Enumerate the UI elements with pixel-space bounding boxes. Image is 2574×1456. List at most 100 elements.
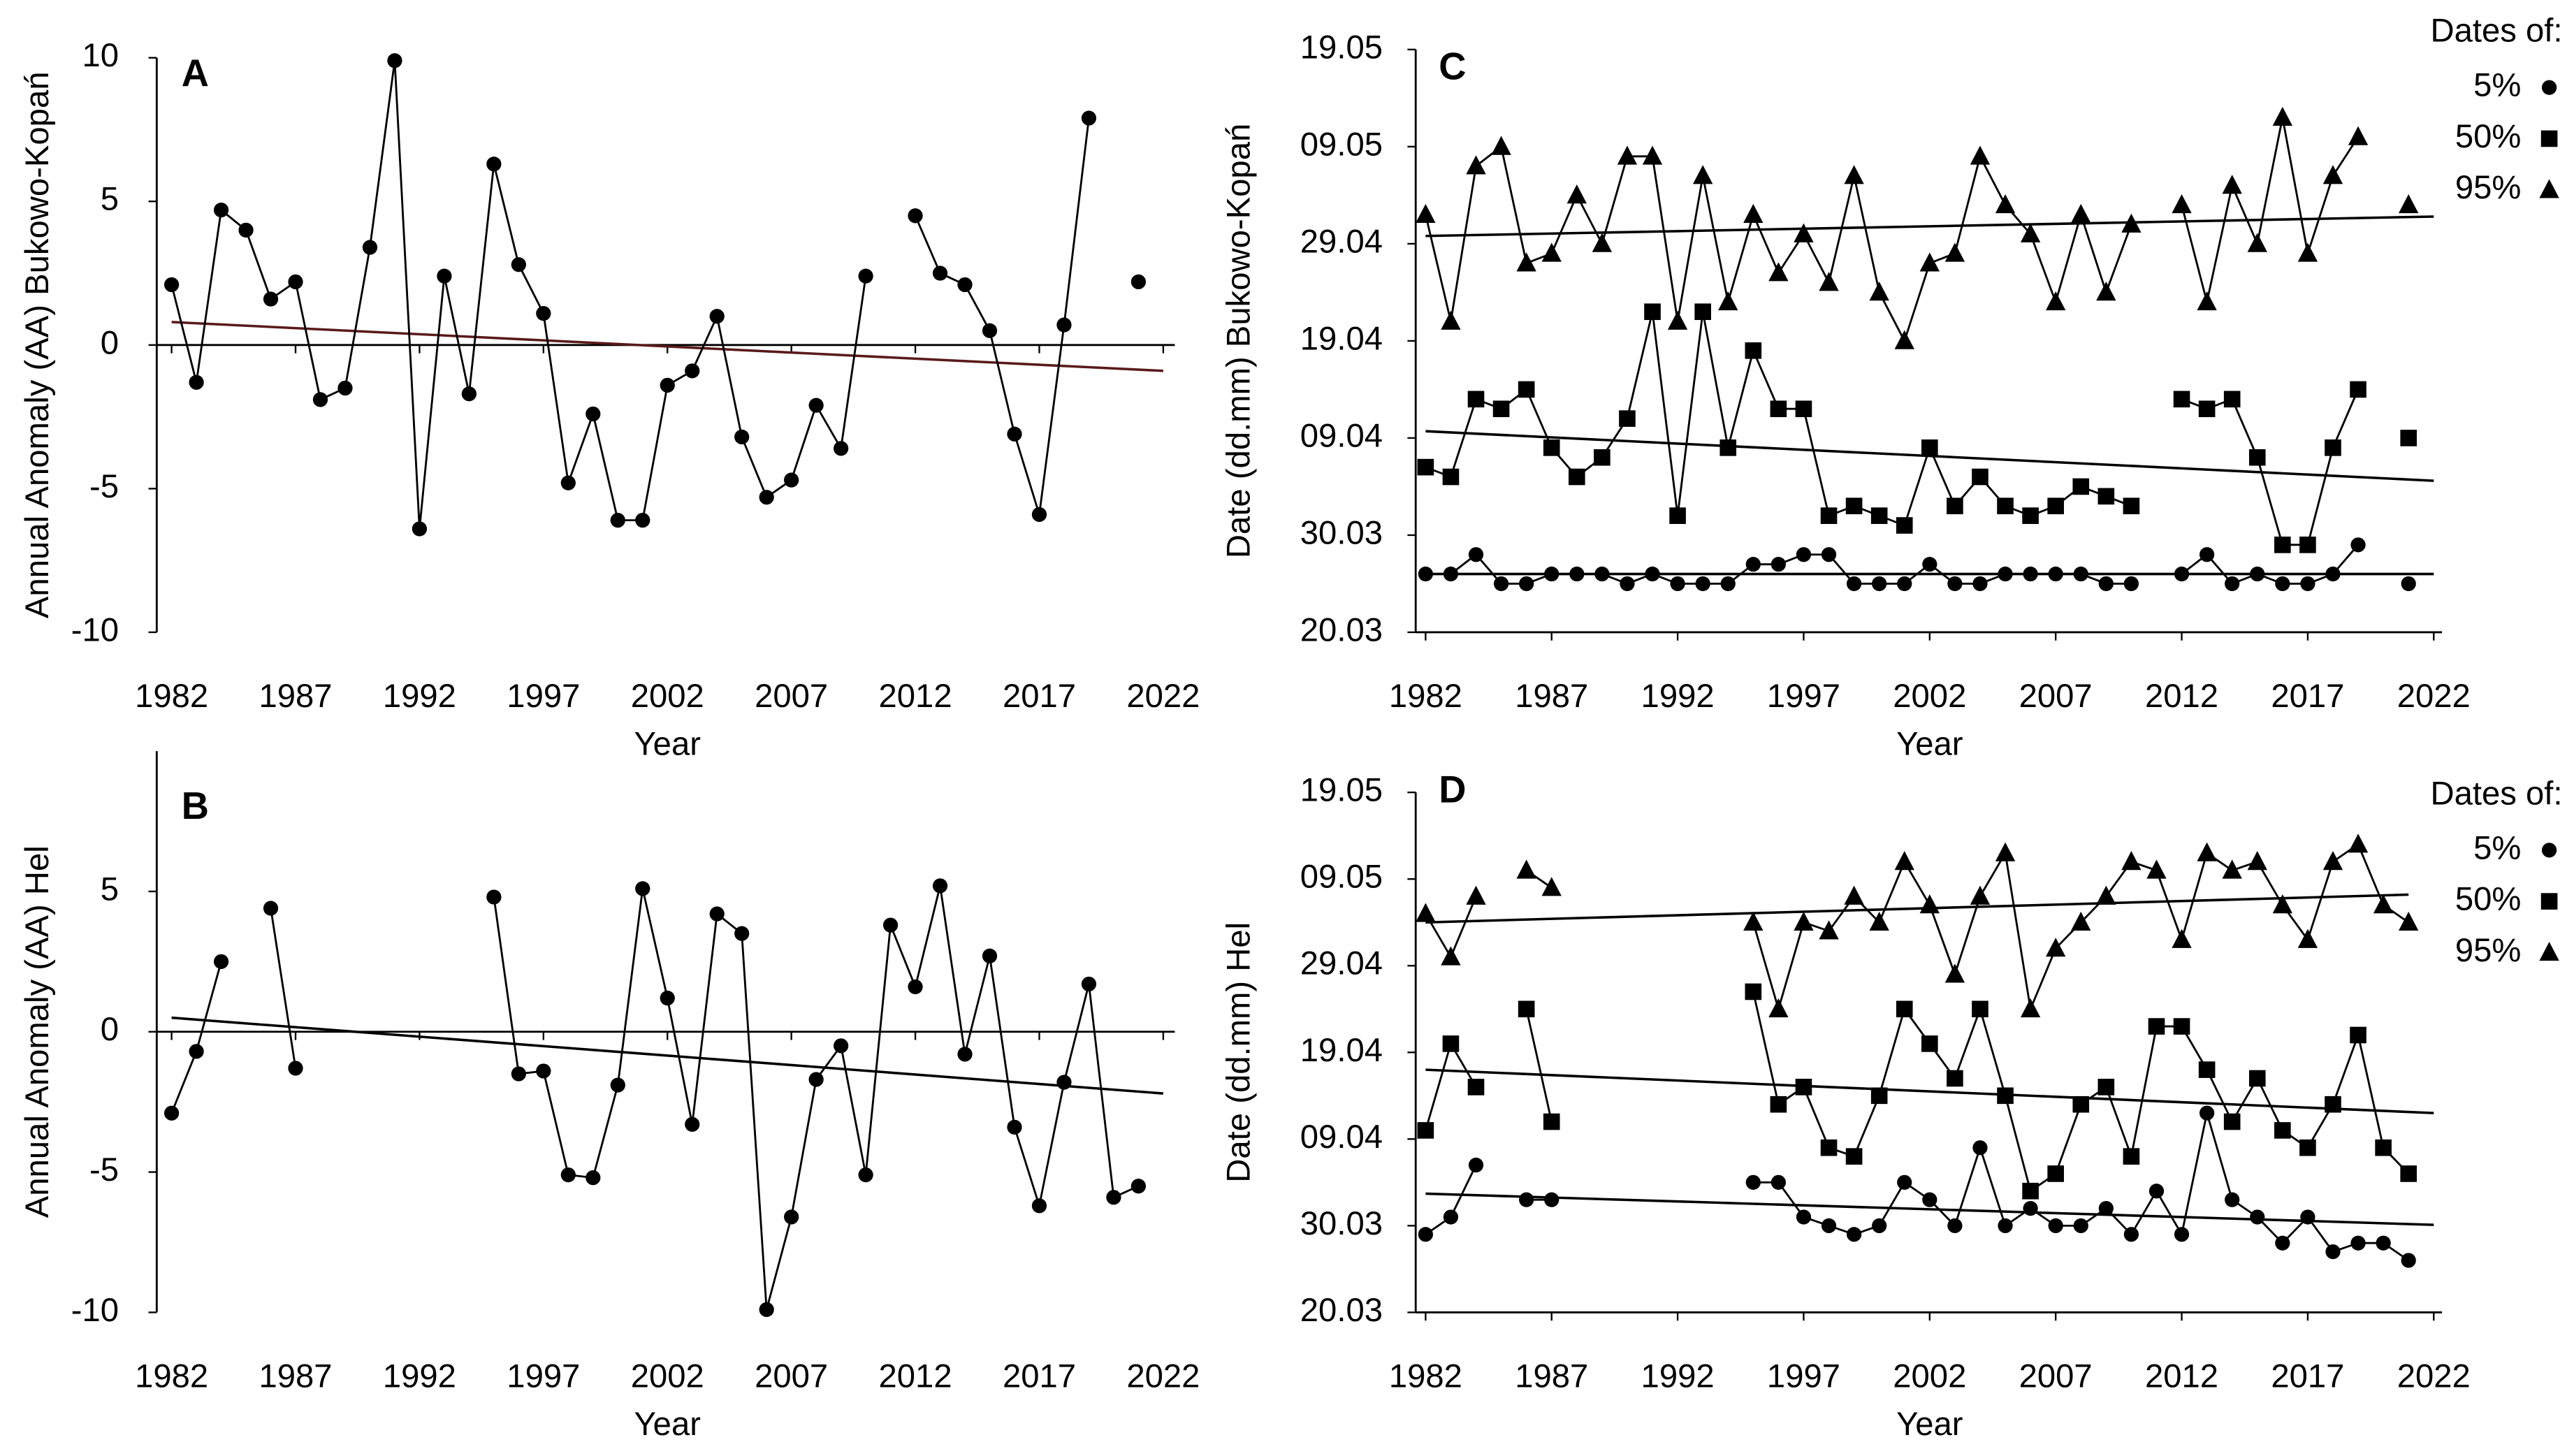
legend-title: Dates of: — [2430, 775, 2562, 812]
data-point — [2297, 242, 2318, 262]
data-point — [2248, 449, 2266, 466]
data-point — [2046, 938, 2066, 957]
data-point — [2299, 1139, 2316, 1156]
data-point — [1518, 1000, 1535, 1018]
data-point — [2072, 478, 2090, 495]
data-point — [1130, 274, 1147, 290]
data-point — [1821, 1218, 1837, 1234]
data-point — [437, 268, 452, 284]
legend-marker — [2540, 130, 2558, 147]
data-point — [1947, 1218, 1963, 1234]
data-point — [2247, 851, 2267, 871]
data-point — [1519, 576, 1534, 592]
data-point — [858, 268, 873, 284]
data-point — [1719, 439, 1737, 456]
data-point — [610, 512, 625, 528]
x-tick-label: 2012 — [2145, 678, 2218, 715]
data-point — [2071, 911, 2091, 931]
x-tick-label: 2022 — [2397, 1357, 2471, 1395]
y-tick-label: 0 — [101, 324, 119, 361]
data-point — [2020, 998, 2041, 1018]
data-point — [1491, 136, 1511, 155]
data-point — [808, 398, 824, 413]
data-point — [1541, 242, 1562, 262]
data-point — [1997, 497, 2014, 515]
data-point — [1443, 566, 1459, 582]
data-point — [1441, 310, 1461, 330]
data-point — [1695, 576, 1710, 592]
data-point — [2222, 859, 2242, 879]
data-point — [1768, 262, 1789, 282]
data-point — [1872, 1218, 1887, 1234]
data-point — [1543, 1113, 1560, 1130]
x-axis-title: Year — [634, 1406, 701, 1443]
data-point — [2225, 1192, 2240, 1207]
data-point — [1745, 983, 1762, 1000]
data-point — [2348, 833, 2369, 853]
y-tick-label: -5 — [89, 468, 119, 505]
data-point — [1922, 1192, 1937, 1207]
data-point — [1718, 291, 1738, 311]
data-point — [2350, 1235, 2366, 1251]
y-tick-label: 19.04 — [1300, 320, 1383, 357]
data-point — [635, 512, 650, 528]
data-point — [2222, 175, 2242, 194]
data-point — [560, 475, 576, 490]
data-point — [1031, 1198, 1047, 1214]
data-point — [1442, 468, 1460, 486]
data-point — [2274, 1122, 2291, 1139]
data-point — [2048, 566, 2063, 582]
data-point — [586, 1170, 601, 1186]
legend-marker — [2541, 843, 2557, 858]
data-point — [2123, 1148, 2140, 1165]
data-point — [2097, 1079, 2115, 1095]
data-point — [1998, 566, 2013, 582]
data-point — [511, 1066, 526, 1082]
data-point — [1467, 391, 1485, 408]
data-point — [163, 1105, 180, 1121]
data-point — [1441, 946, 1461, 966]
panel-letter: A — [182, 52, 209, 94]
data-point — [1568, 468, 1585, 486]
data-point — [1418, 566, 1433, 582]
legend-label: 50% — [2455, 118, 2522, 155]
data-point — [685, 363, 700, 379]
data-point — [1466, 885, 1486, 905]
data-point — [1745, 342, 1762, 359]
data-point — [2350, 537, 2366, 553]
trend-line — [1425, 893, 2409, 924]
data-point — [2300, 1209, 2315, 1225]
data-point — [2350, 381, 2366, 398]
legend-marker — [2539, 179, 2559, 198]
y-tick-label: 09.04 — [1300, 417, 1383, 454]
data-point — [1872, 576, 1887, 592]
data-point — [1844, 885, 1864, 905]
x-tick-label: 2012 — [879, 1357, 952, 1395]
data-point — [2274, 537, 2291, 553]
data-point — [1106, 1190, 1121, 1205]
data-point — [1418, 1227, 1433, 1242]
legend-title: Dates of: — [2430, 13, 2562, 50]
data-point — [2023, 566, 2038, 582]
data-point — [2400, 1165, 2417, 1182]
x-tick-label: 1987 — [1515, 1357, 1588, 1395]
data-point — [2199, 1105, 2215, 1121]
y-tick-label: 29.04 — [1300, 945, 1383, 982]
data-point — [2325, 1095, 2341, 1113]
y-tick-label: 19.05 — [1300, 772, 1383, 809]
data-point — [1081, 110, 1097, 126]
data-point — [1770, 400, 1787, 418]
data-point — [2123, 576, 2139, 592]
data-point — [2123, 1227, 2139, 1242]
data-point — [2148, 1018, 2165, 1035]
data-point — [536, 305, 551, 321]
data-point — [2172, 194, 2192, 214]
legend-label: 95% — [2455, 169, 2522, 206]
data-point — [1844, 165, 1864, 184]
data-point — [1821, 547, 1837, 562]
trend-line — [1425, 215, 2434, 238]
data-point — [1896, 1000, 1913, 1018]
data-point — [1995, 842, 2016, 861]
data-point — [709, 309, 725, 324]
trend-line — [171, 321, 1163, 372]
